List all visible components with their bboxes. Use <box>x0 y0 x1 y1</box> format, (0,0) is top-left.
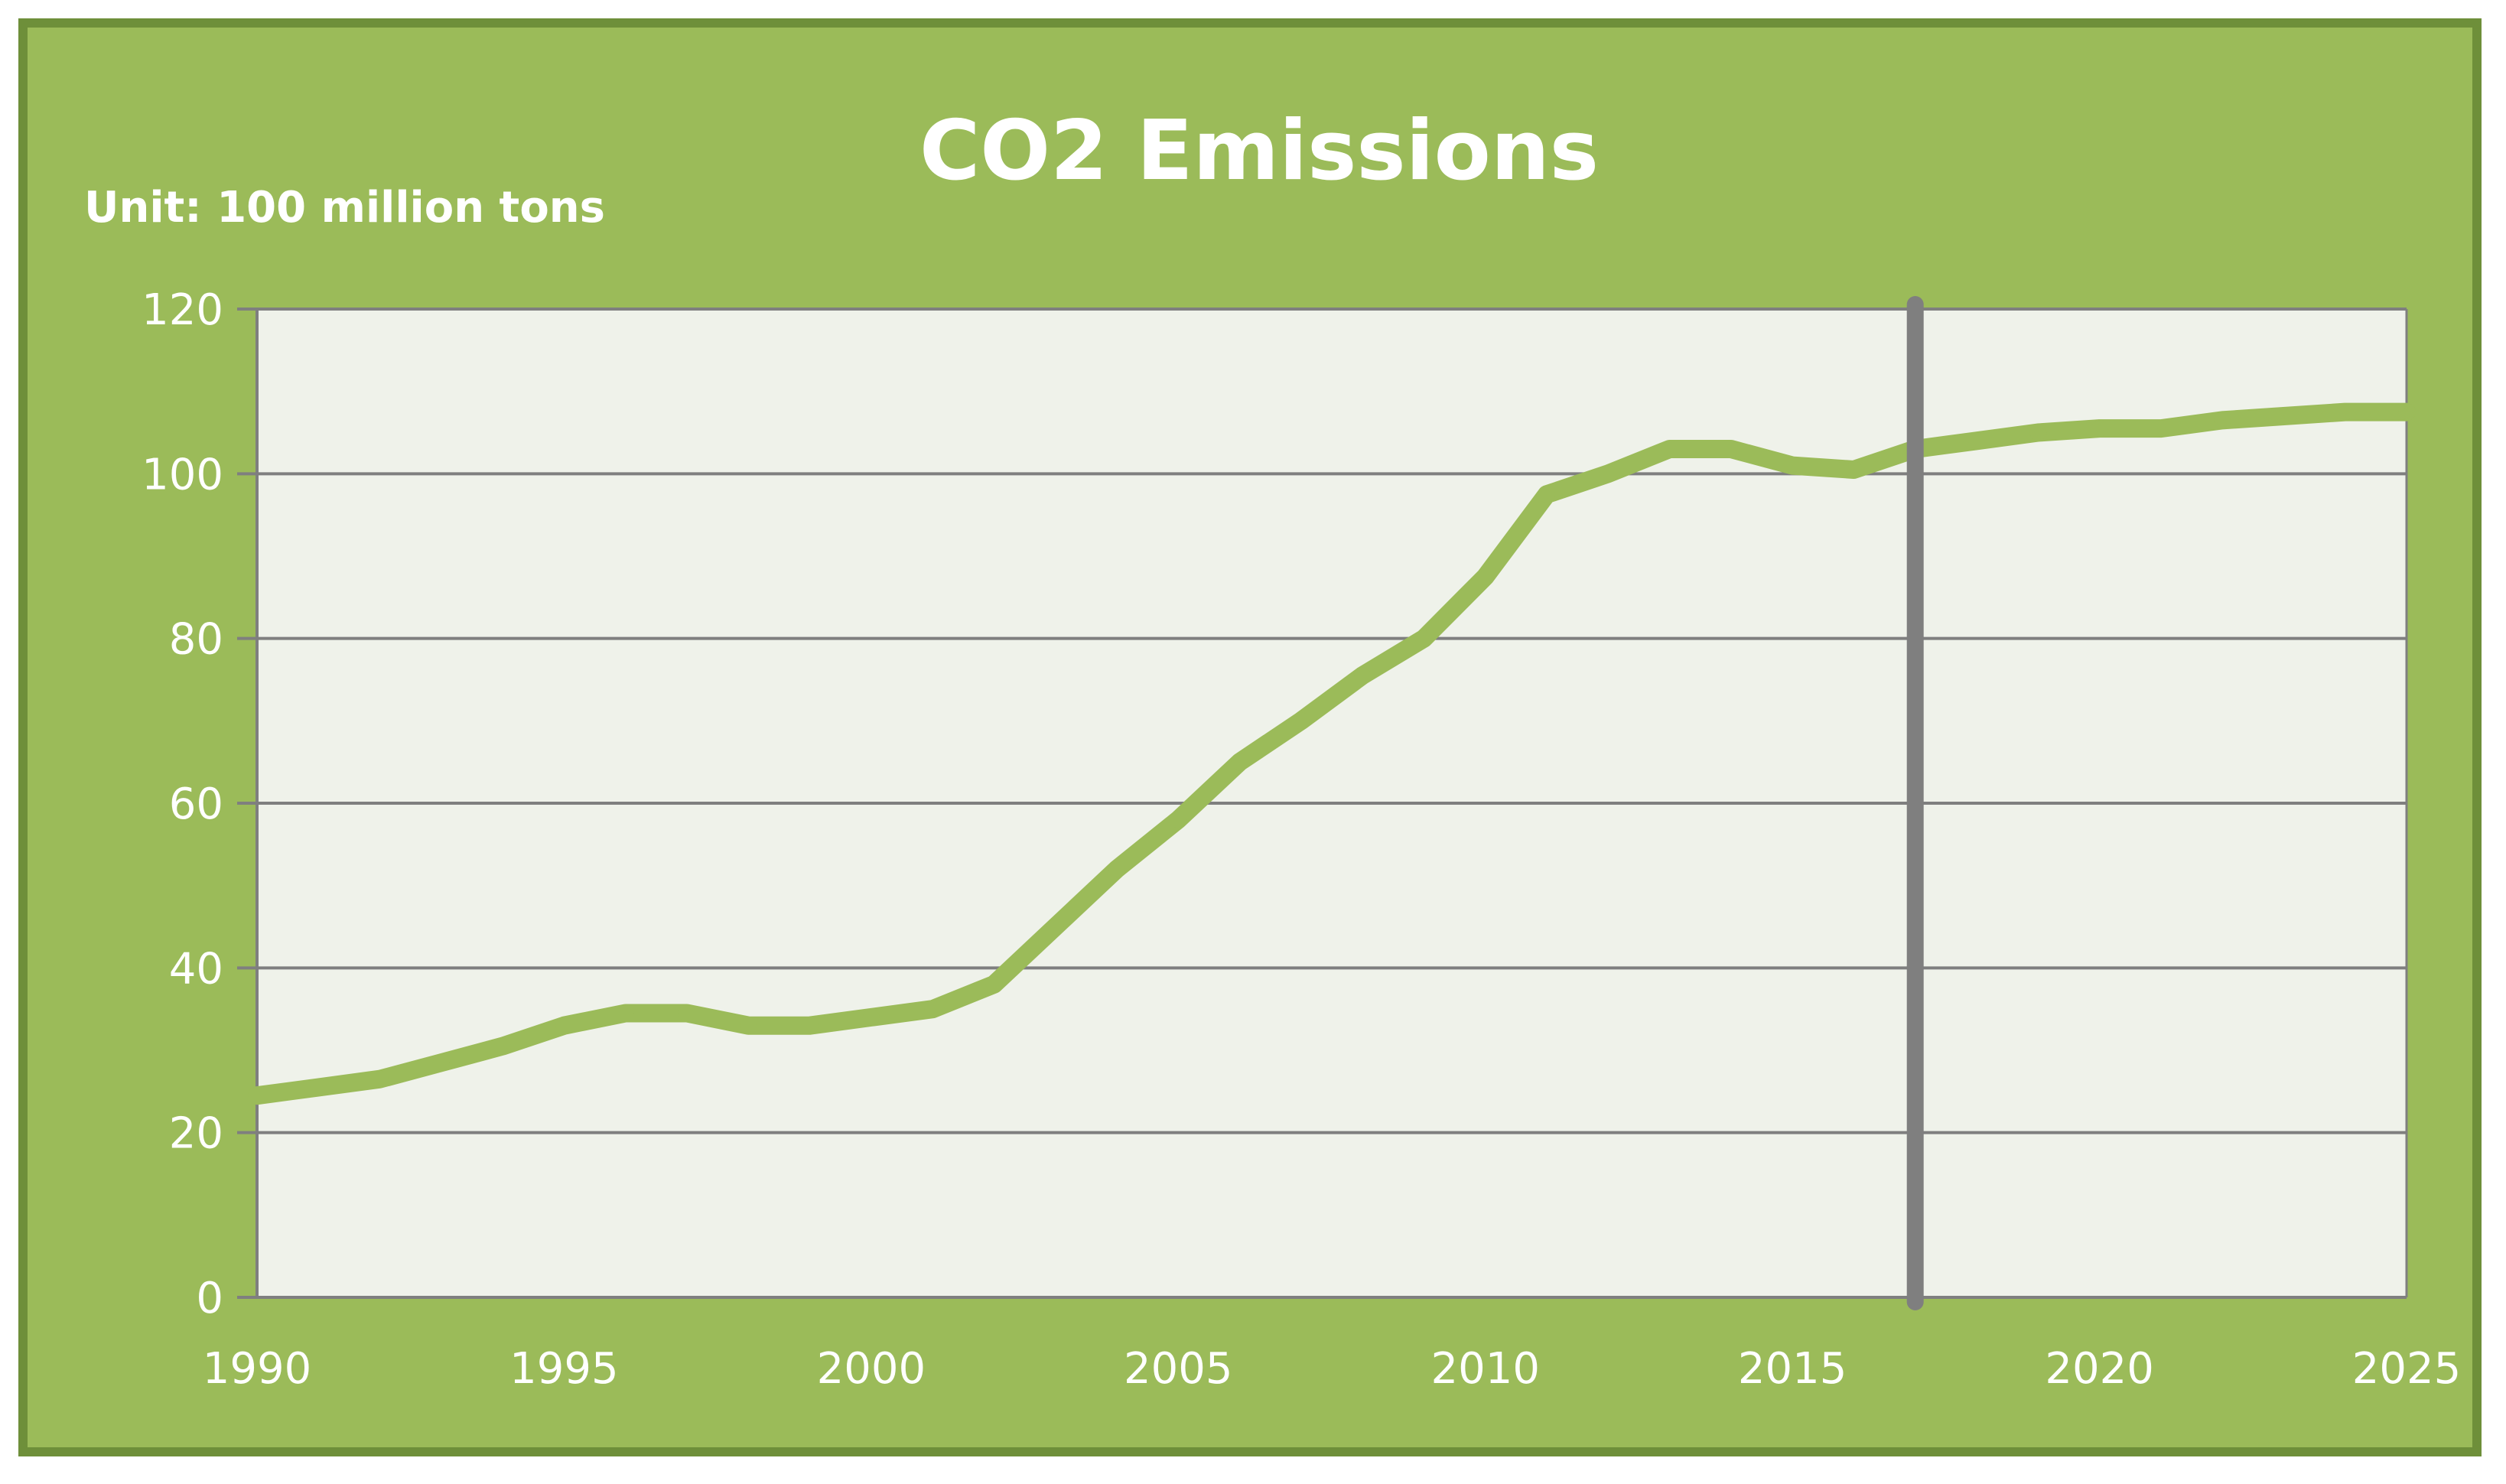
x-tick-label: 1990 <box>203 1344 312 1394</box>
data-point <box>1722 441 1740 458</box>
y-axis-tick-labels: 0 20 40 60 80 100 120 <box>142 285 223 1323</box>
series-layer <box>248 402 2416 1105</box>
x-tick-label: 2010 <box>1430 1344 1540 1394</box>
gridlines <box>237 308 2407 1299</box>
data-point <box>310 1079 327 1096</box>
data-point <box>801 1017 819 1034</box>
y-tick-label: 80 <box>169 615 223 665</box>
x-tick-label: 1995 <box>509 1344 619 1394</box>
y-tick-label: 40 <box>169 944 223 994</box>
data-point <box>371 1070 389 1088</box>
co2-line-chart: CO2 Emissions Unit: 100 million tons 0 20… <box>84 103 2462 1394</box>
data-point <box>1231 753 1248 771</box>
data-point <box>1354 667 1372 685</box>
chart-title: CO2 Emissions <box>919 103 1599 199</box>
data-point <box>1170 811 1187 828</box>
data-point <box>1784 457 1801 474</box>
data-point <box>862 1008 880 1026</box>
data-point <box>432 1054 450 1072</box>
data-point <box>1476 568 1494 585</box>
y-tick-label: 20 <box>169 1109 223 1159</box>
data-point <box>1845 460 1863 478</box>
data-point <box>494 1037 512 1055</box>
data-point <box>1108 861 1125 878</box>
data-point <box>2091 420 2108 438</box>
data-point <box>617 1004 634 1022</box>
data-point <box>985 975 1003 993</box>
data-point <box>1538 486 1555 503</box>
x-tick-label: 2025 <box>2352 1344 2462 1394</box>
data-point <box>555 1017 573 1034</box>
data-point <box>924 1001 942 1018</box>
data-point <box>1292 712 1310 730</box>
data-point <box>1661 441 1678 458</box>
x-tick-label: 2020 <box>2045 1344 2154 1394</box>
axes <box>255 309 2408 1297</box>
data-point <box>2152 420 2169 438</box>
data-point <box>1046 918 1064 936</box>
data-point <box>2275 407 2293 425</box>
data-point <box>249 1087 265 1105</box>
x-axis-tick-labels: 1990 1995 2000 2005 2010 2015 2020 2025 <box>203 1344 2462 1394</box>
unit-label: Unit: 100 million tons <box>84 183 605 233</box>
data-point <box>679 1004 695 1022</box>
y-tick-label: 100 <box>142 450 223 500</box>
data-point <box>2398 403 2415 421</box>
data-point <box>740 1017 757 1034</box>
y-tick-label: 120 <box>142 285 223 335</box>
chart-frame: CO2 Emissions Unit: 100 million tons 0 20… <box>18 18 2482 1456</box>
y-tick-label: 0 <box>196 1274 223 1323</box>
x-tick-label: 2005 <box>1124 1344 1233 1394</box>
data-point <box>1968 432 1985 450</box>
data-point <box>2214 412 2231 429</box>
data-point <box>2029 424 2047 441</box>
series-line-co2 <box>248 402 2416 1105</box>
data-point <box>2336 403 2354 421</box>
x-tick-label: 2000 <box>817 1344 926 1394</box>
y-tick-label: 60 <box>169 779 223 829</box>
data-point <box>1600 465 1617 483</box>
data-point <box>1415 630 1433 647</box>
x-tick-label: 2015 <box>1738 1344 1847 1394</box>
